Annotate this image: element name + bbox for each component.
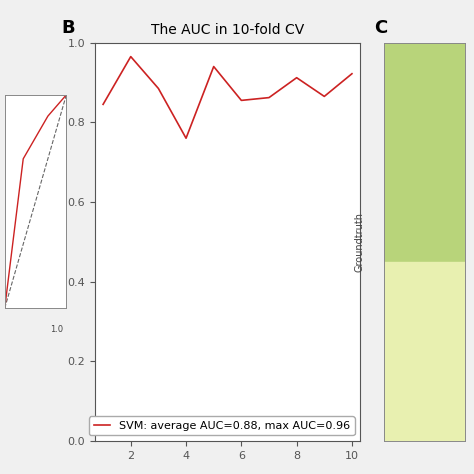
Legend: SVM: average AUC=0.88, max AUC=0.96: SVM: average AUC=0.88, max AUC=0.96: [89, 416, 355, 435]
Bar: [384, 262, 465, 441]
Text: 1.0: 1.0: [51, 325, 64, 334]
Text: C: C: [374, 19, 388, 37]
Y-axis label: AUC: AUC: [49, 228, 62, 255]
Title: The AUC in 10-fold CV: The AUC in 10-fold CV: [151, 23, 304, 37]
Text: B: B: [62, 19, 75, 37]
Text: Groundtruth: Groundtruth: [355, 212, 365, 272]
Bar: [384, 43, 465, 262]
